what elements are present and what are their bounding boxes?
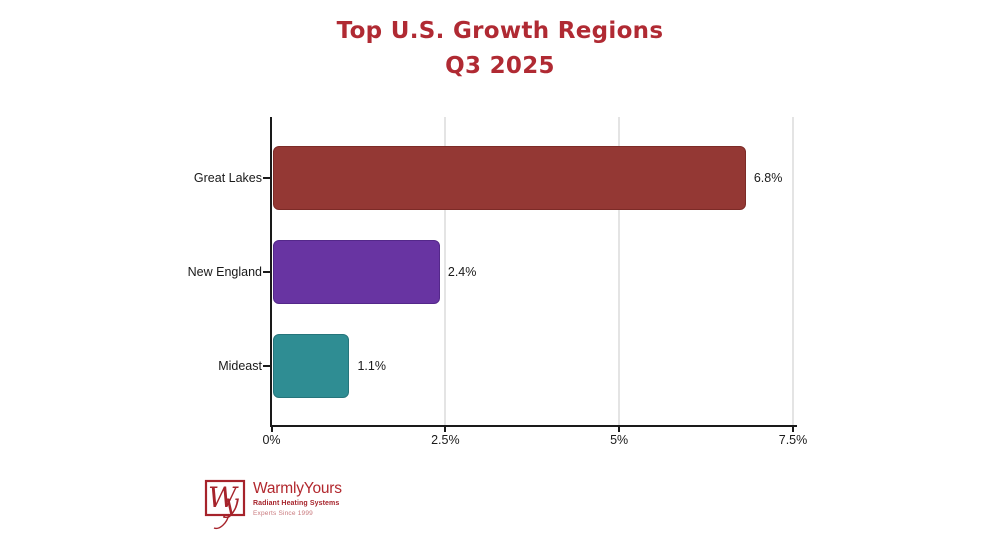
bar-new-england [273,240,440,304]
chart-title: Top U.S. Growth Regions Q3 2025 [0,14,1000,84]
logo-name: WarmlyYours [253,480,342,497]
gridline-7-5- [792,117,794,425]
logo-text-block: WarmlyYours Radiant Heating Systems Expe… [253,476,342,518]
chart-title-line2: Q3 2025 [445,53,555,79]
bar-mideast [273,334,350,398]
x-tick-2-5- [444,427,447,432]
y-axis-line [270,117,272,427]
category-tick-new-england [263,271,270,273]
svg-text:y: y [223,489,239,519]
chart-title-line1: Top U.S. Growth Regions [336,18,664,44]
value-label-mideast: 1.1% [357,359,386,373]
category-tick-mideast [263,365,270,367]
warmlyyours-logo: W y WarmlyYours Radiant Heating Systems … [203,476,342,532]
x-tick-label-0-: 0% [262,433,281,447]
category-tick-great-lakes [263,177,270,179]
x-tick-label-2-5-: 2.5% [431,433,460,447]
value-label-new-england: 2.4% [447,265,477,279]
x-axis-line [270,425,797,427]
logo-tagline: Radiant Heating Systems [253,500,340,507]
x-tick-0- [270,427,273,432]
category-label-great-lakes: Great Lakes [193,171,262,185]
gridline-2-5- [444,117,447,425]
svg-text:W: W [208,481,239,514]
gridline-5- [618,117,621,425]
category-label-mideast: Mideast [218,359,262,373]
category-label-new-england: New England [187,265,262,279]
x-tick-label-5-: 5% [610,433,629,447]
x-tick-label-7-5-: 7.5% [778,433,808,447]
logo-subtagline: Experts Since 1999 [253,510,313,517]
bar-great-lakes [273,146,746,210]
x-tick-5- [618,427,621,432]
warmlyyours-monogram-icon: W y [204,479,246,530]
value-label-great-lakes: 6.8% [753,171,783,185]
x-tick-7-5- [792,427,794,432]
